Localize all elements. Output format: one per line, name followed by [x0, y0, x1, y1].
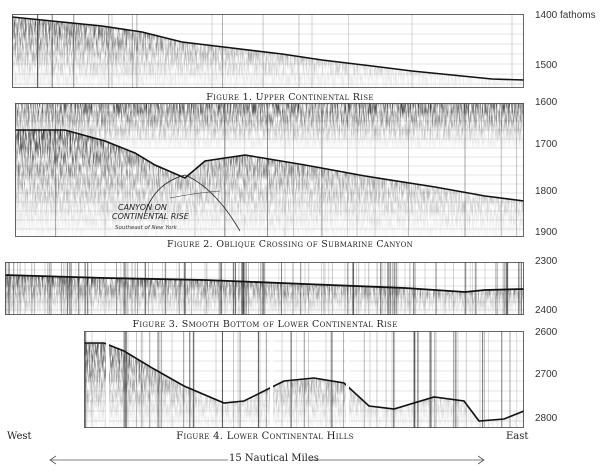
canyon-hyperbola: [144, 174, 241, 232]
depth-label: 1400 fathoms: [535, 10, 596, 21]
depth-label: 2600: [535, 327, 558, 338]
echogram-figure-3: [5, 262, 524, 315]
figure-2-caption: Figure 2. Oblique Crossing of Submarine …: [166, 239, 414, 250]
depth-label: 1500: [535, 60, 558, 71]
handwritten-location: Southeast of New York: [115, 225, 177, 231]
seafloor-profile: [84, 342, 524, 422]
canyon-echo: [169, 190, 221, 199]
bottom-echo-shading: [5, 275, 524, 315]
depth-label: 1900: [535, 227, 558, 238]
west-label: West: [7, 431, 32, 442]
depth-label: 2300: [535, 256, 558, 267]
record-break: [270, 331, 273, 428]
record-break: [346, 331, 349, 428]
scale-bar-arrow: [49, 455, 485, 465]
record-break: [106, 331, 109, 428]
bottom-echo-shading: [15, 130, 524, 237]
panel-frame: [12, 14, 524, 88]
figure-4-caption: Figure 4. Lower Continental Hills: [176, 431, 354, 442]
echogram-figure-1: [12, 14, 524, 88]
panel-frame: [84, 331, 524, 428]
seafloor-profile: [5, 274, 524, 293]
echogram-figure-2: [15, 103, 524, 237]
handwritten-annotation: CANYON ON CONTINENTAL RISE: [112, 203, 189, 221]
panel-frame: [15, 103, 524, 237]
depth-label: 2700: [535, 369, 558, 380]
echogram-figure-4: [84, 331, 524, 428]
panel-frame: [5, 262, 524, 315]
depth-label: 2800: [535, 413, 558, 424]
figure-1-caption: Figure 1. Upper Continental Rise: [206, 92, 374, 103]
east-label: East: [506, 431, 529, 442]
scale-bar-label: 15 Nautical Miles: [229, 453, 319, 464]
depth-label: 1600: [535, 97, 558, 108]
seafloor-profile: [12, 16, 524, 81]
depth-label: 1800: [535, 186, 558, 197]
seafloor-profile: [15, 129, 524, 202]
depth-label: 1700: [535, 139, 558, 150]
depth-label: 2400: [535, 305, 558, 316]
figure-3-caption: Figure 3. Smooth Bottom of Lower Contine…: [132, 319, 398, 330]
